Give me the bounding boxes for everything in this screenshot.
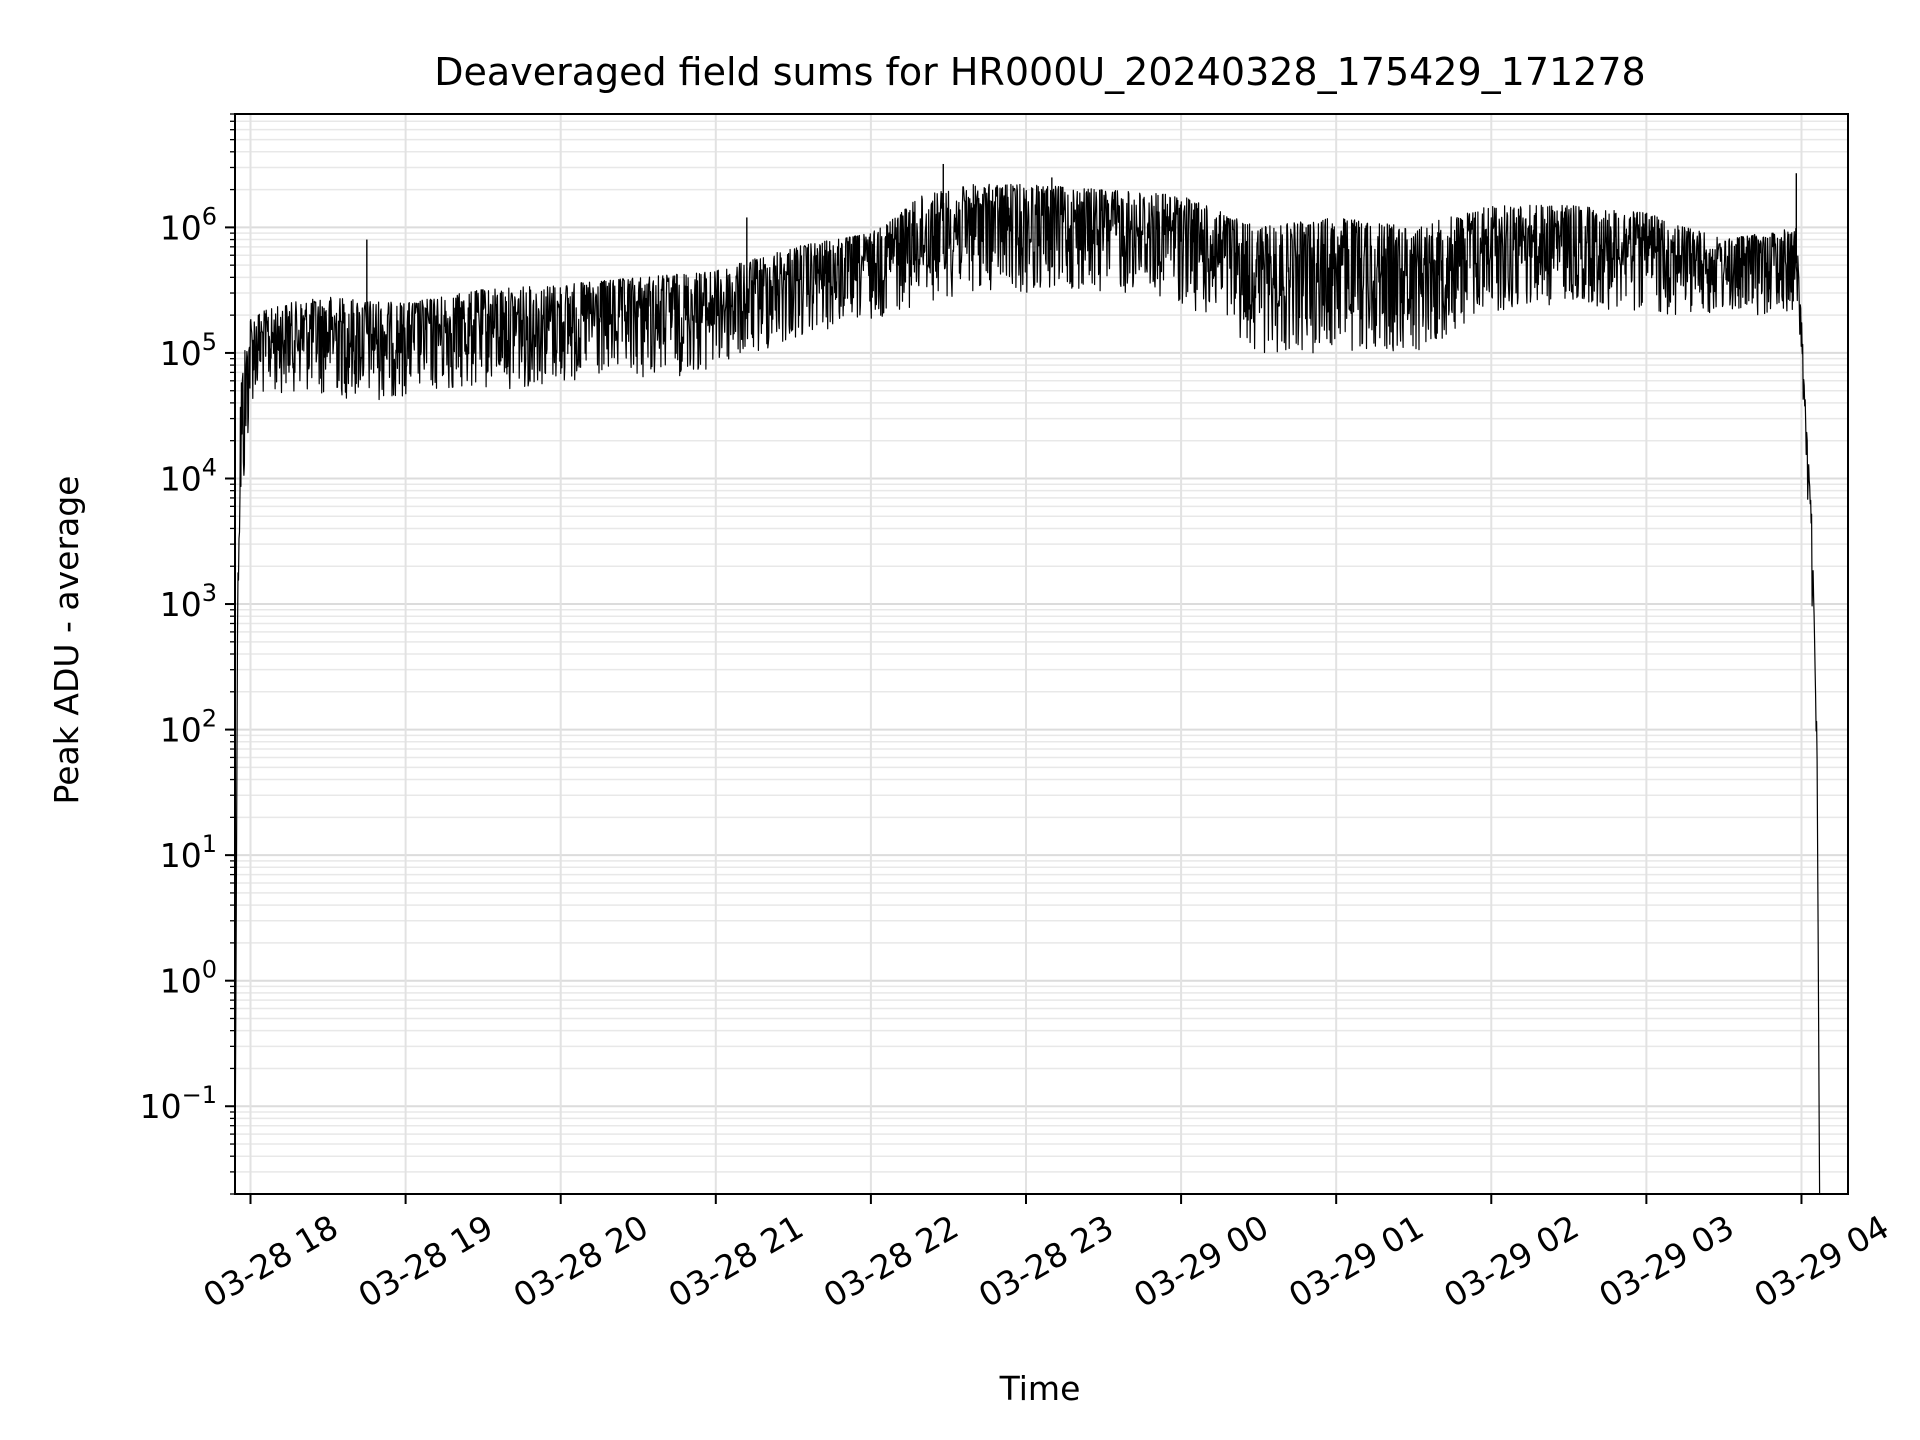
y-tick-label: 104 <box>160 453 217 498</box>
y-tick-label: 106 <box>160 202 217 247</box>
series-line <box>234 163 1821 1195</box>
y-tick-label: 102 <box>160 705 217 750</box>
series-trace <box>234 183 1821 1195</box>
y-tick-label: 10−1 <box>140 1081 217 1126</box>
y-tick-label: 101 <box>160 830 217 875</box>
x-axis-label: Time <box>999 1369 1081 1408</box>
y-axis-label: Peak ADU - average <box>47 476 86 805</box>
chart-title: Deaveraged field sums for HR000U_2024032… <box>434 50 1645 94</box>
y-tick-label: 103 <box>160 579 217 624</box>
y-axis: 10−1 100 101 102 103 104 105 106 <box>140 113 235 1195</box>
y-tick-label: 100 <box>160 956 217 1001</box>
y-tick-label: 105 <box>160 328 217 373</box>
